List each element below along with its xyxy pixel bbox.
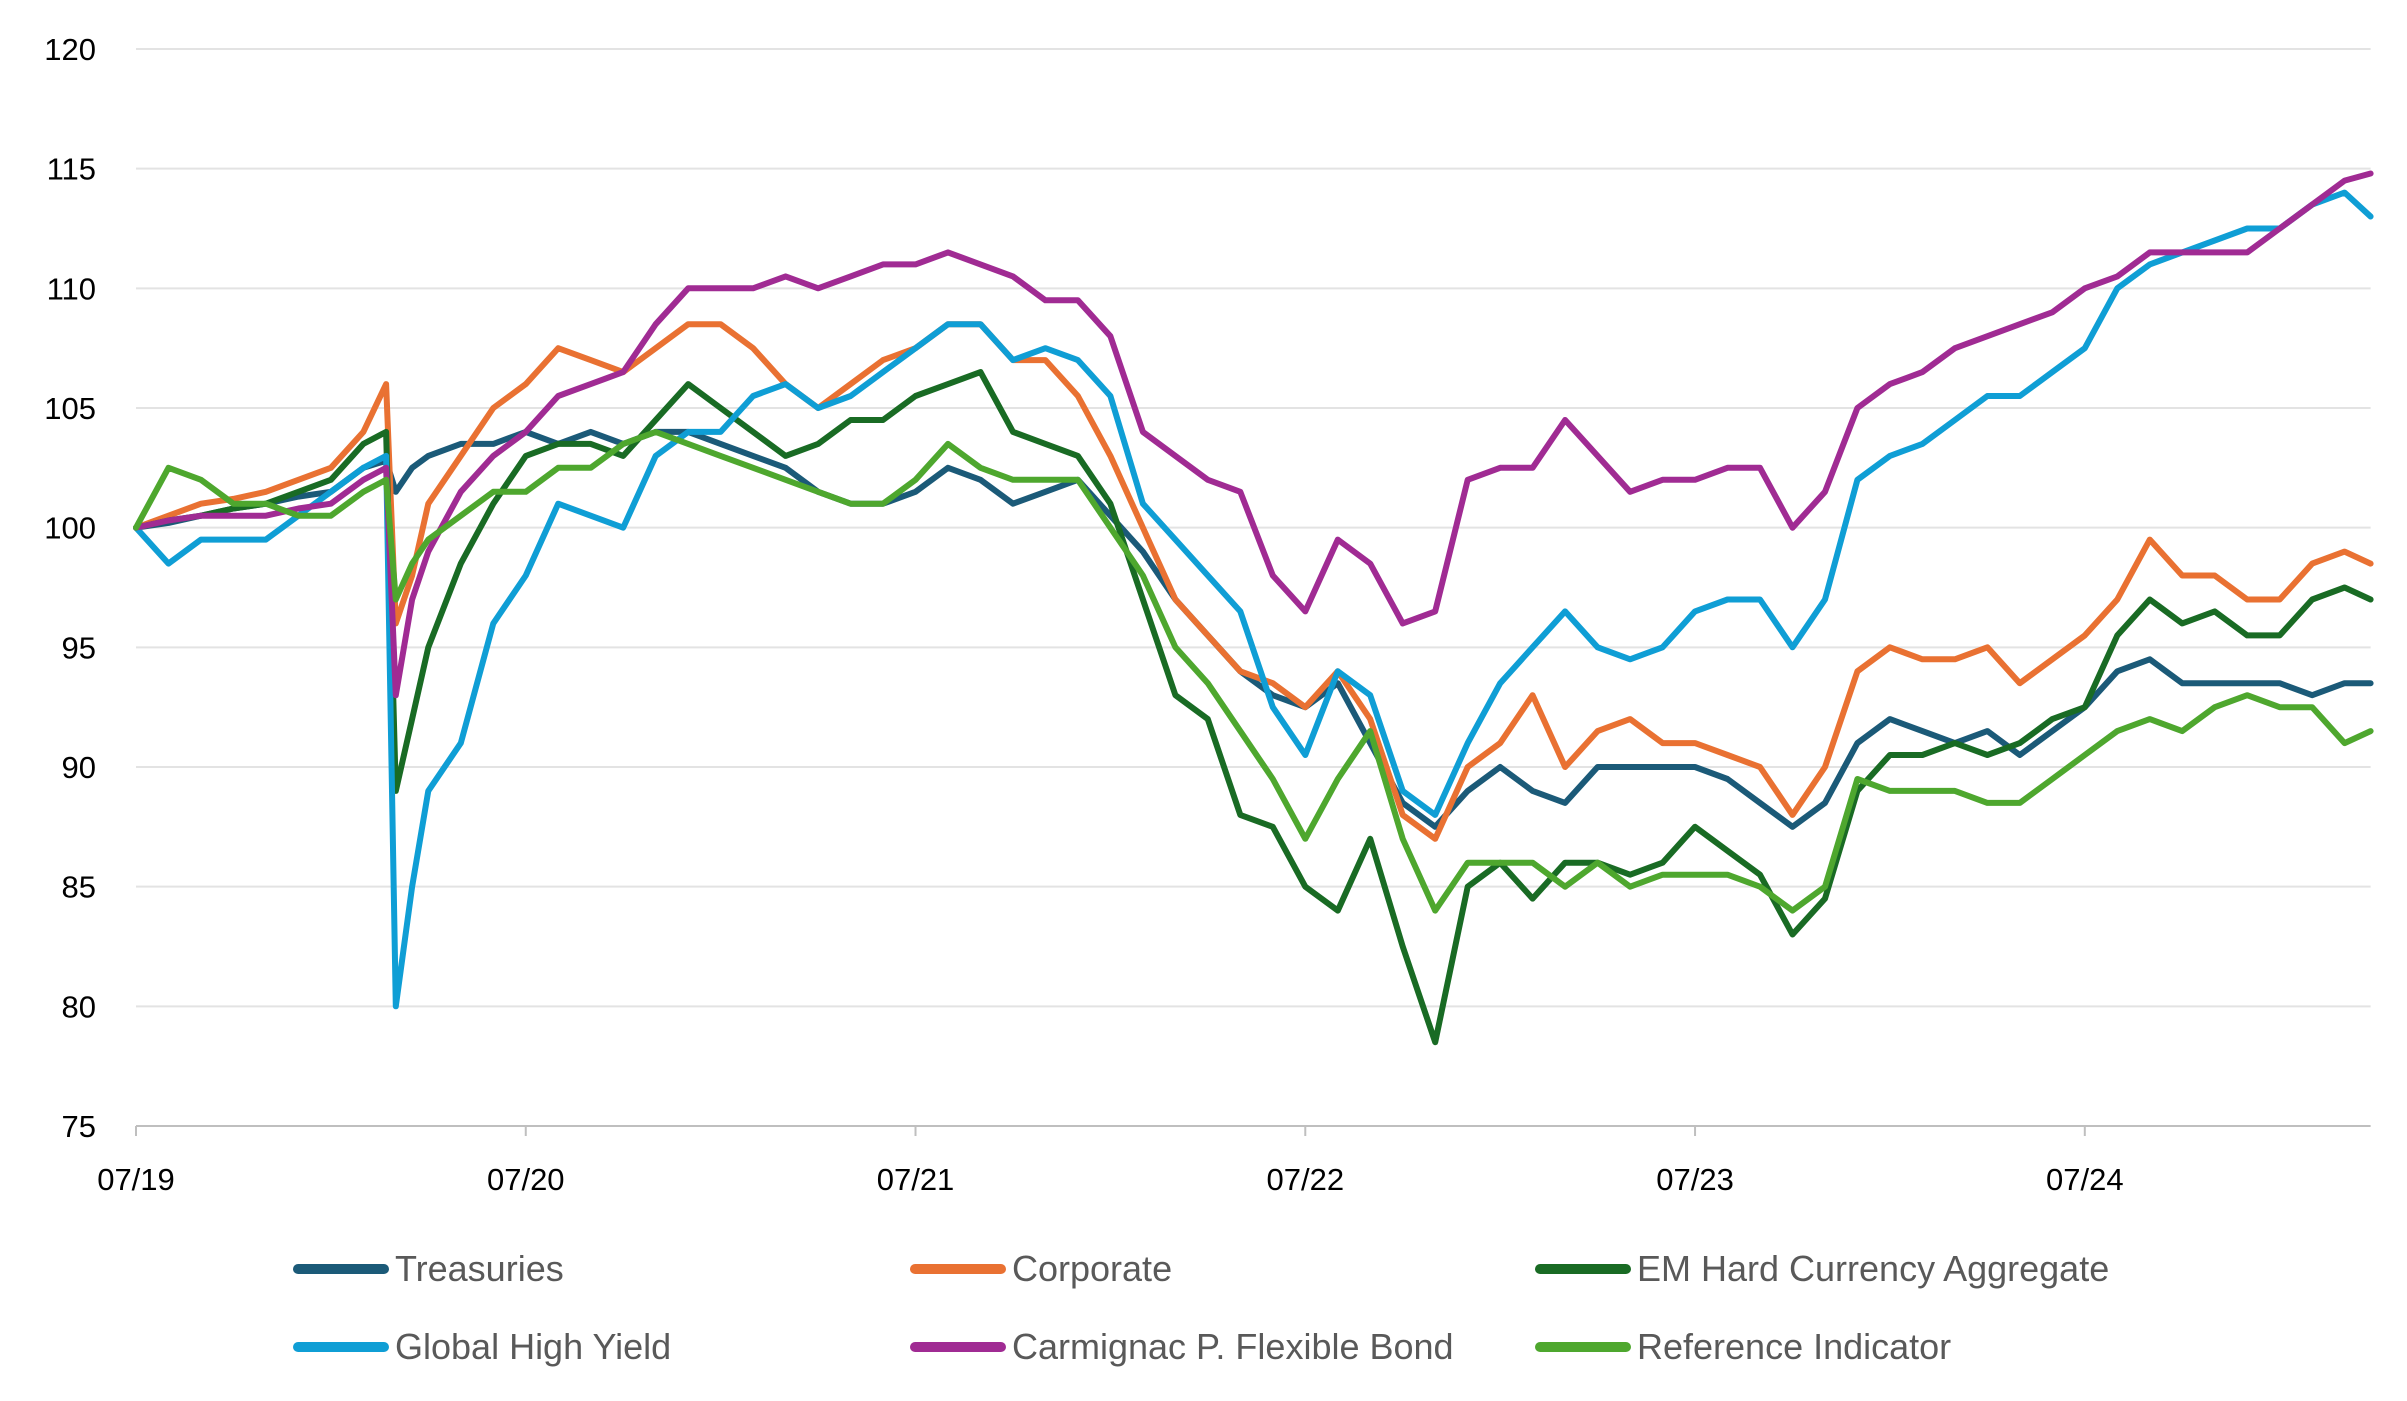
y-tick-label: 110 — [47, 271, 96, 306]
y-tick-label: 105 — [44, 391, 96, 426]
y-tick-label: 85 — [62, 870, 96, 905]
y-tick-label: 90 — [62, 750, 96, 785]
y-tick-label: 115 — [47, 152, 96, 187]
series-lines — [133, 170, 2374, 1046]
y-tick-label: 80 — [62, 989, 96, 1024]
y-tick-label: 75 — [62, 1109, 96, 1144]
x-tick-label: 07/19 — [97, 1162, 175, 1197]
x-tick-label: 07/24 — [2046, 1162, 2124, 1197]
series-line-em-hard-currency-aggregate — [133, 369, 2374, 1046]
series-line-global-high-yield — [133, 189, 2374, 1010]
x-tick-label: 07/21 — [877, 1162, 955, 1197]
series-line-carmignac-p-flexible-bond — [133, 170, 2374, 699]
x-tick-label: 07/22 — [1266, 1162, 1344, 1197]
y-tick-label: 95 — [62, 630, 96, 665]
y-tick-label: 100 — [44, 511, 96, 546]
x-axis: 07/19 07/20 07/21 07/22 07/23 07/24 — [97, 1125, 2371, 1197]
series-line-reference-indicator — [133, 428, 2374, 914]
y-axis: 75 80 85 90 95 100 105 110 115 120 — [44, 32, 96, 1144]
x-tick-label: 07/20 — [487, 1162, 565, 1197]
y-tick-label: 120 — [44, 32, 96, 67]
series-line-corporate — [133, 321, 2374, 842]
x-tick-label: 07/23 — [1656, 1162, 1734, 1197]
